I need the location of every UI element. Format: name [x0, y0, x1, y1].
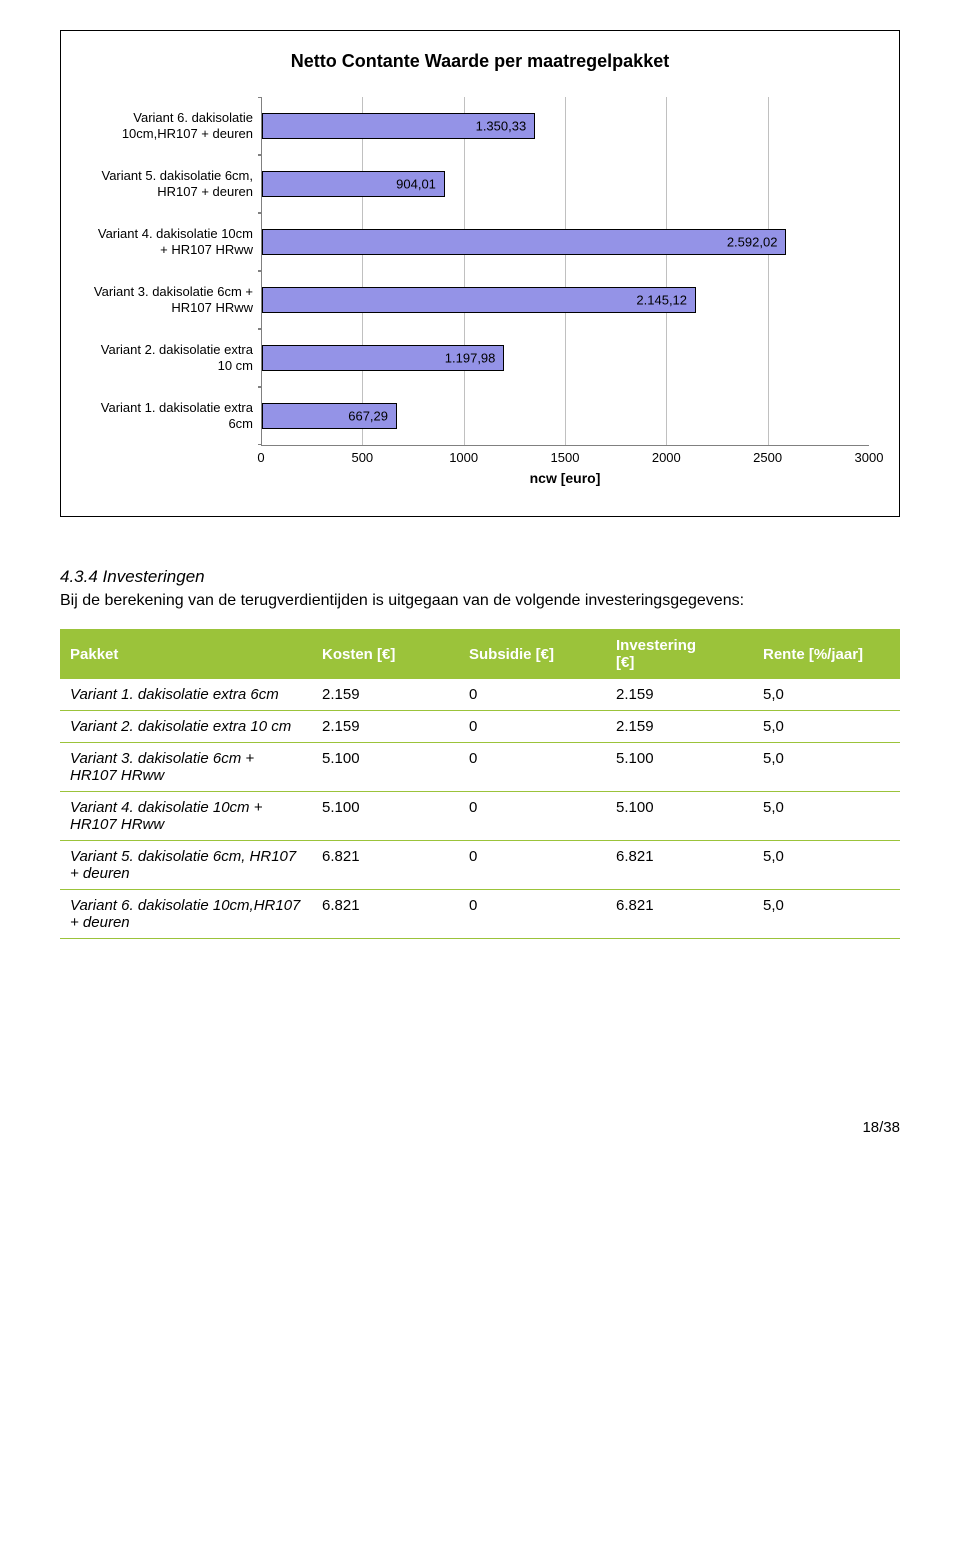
table-header-cell: Rente [%/jaar]: [753, 629, 900, 679]
chart-bar-value: 2.145,12: [636, 293, 687, 308]
chart-xtick: 0: [257, 450, 264, 465]
chart-plot: 1.350,33 904,01 2.592,02 2.145,12 1.197,98 66…: [261, 97, 869, 446]
table-cell: Variant 6. dakisolatie 10cm,HR107 + deur…: [60, 890, 312, 939]
table-row: Variant 6. dakisolatie 10cm,HR107 + deur…: [60, 890, 900, 939]
chart-ylabels: Variant 6. dakisolatie 10cm,HR107 + deur…: [91, 97, 261, 446]
chart-container: Netto Contante Waarde per maatregelpakke…: [60, 30, 900, 517]
table-header-cell: Kosten [€]: [312, 629, 459, 679]
chart-bar-value: 1.197,98: [445, 351, 496, 366]
table-cell: 5.100: [312, 743, 459, 792]
table-row: Variant 3. dakisolatie 6cm + HR107 HRww5…: [60, 743, 900, 792]
table-cell: 0: [459, 743, 606, 792]
table-cell: 0: [459, 890, 606, 939]
table-cell: 5,0: [753, 711, 900, 743]
table-row: Variant 2. dakisolatie extra 10 cm2.1590…: [60, 711, 900, 743]
table-body: Variant 1. dakisolatie extra 6cm2.15902.…: [60, 679, 900, 939]
table-cell: 0: [459, 841, 606, 890]
table-cell: Variant 5. dakisolatie 6cm, HR107 + deur…: [60, 841, 312, 890]
table-header-cell: Subsidie [€]: [459, 629, 606, 679]
chart-xlabel: ncw [euro]: [261, 470, 869, 486]
chart-bars: 1.350,33 904,01 2.592,02 2.145,12 1.197,98 66…: [262, 97, 869, 445]
table-cell: 0: [459, 711, 606, 743]
chart-category-label: Variant 6. dakisolatie 10cm,HR107 + deur…: [91, 97, 261, 155]
table-cell: 5.100: [606, 792, 753, 841]
table-cell: 2.159: [606, 679, 753, 711]
table-row: Variant 4. dakisolatie 10cm + HR107 HRww…: [60, 792, 900, 841]
chart-category-label: Variant 5. dakisolatie 6cm, HR107 + deur…: [91, 155, 261, 213]
table-cell: 0: [459, 679, 606, 711]
table-cell: 0: [459, 792, 606, 841]
chart-bar-row: 2.145,12: [262, 271, 869, 329]
chart-bar-value: 904,01: [396, 177, 436, 192]
page-number: 18/38: [60, 1119, 900, 1136]
chart-bar: 2.145,12: [262, 287, 696, 313]
table-cell: 2.159: [312, 711, 459, 743]
chart-bar-row: 2.592,02: [262, 213, 869, 271]
table-row: Variant 1. dakisolatie extra 6cm2.15902.…: [60, 679, 900, 711]
chart-xtick: 2000: [652, 450, 681, 465]
section-text: Bij de berekening van de terugverdientij…: [60, 591, 900, 611]
chart-body: Variant 6. dakisolatie 10cm,HR107 + deur…: [91, 97, 869, 446]
table-cell: 5.100: [312, 792, 459, 841]
table-cell: 5,0: [753, 743, 900, 792]
table-cell: 6.821: [312, 890, 459, 939]
chart-bar-value: 1.350,33: [476, 119, 527, 134]
table-cell: 6.821: [606, 890, 753, 939]
investments-table: PakketKosten [€]Subsidie [€]Investering[…: [60, 629, 900, 939]
table-row: Variant 5. dakisolatie 6cm, HR107 + deur…: [60, 841, 900, 890]
section-heading: 4.3.4 Investeringen: [60, 567, 900, 587]
chart-xtick: 1000: [449, 450, 478, 465]
table-cell: 2.159: [606, 711, 753, 743]
chart-xtick: 1500: [551, 450, 580, 465]
table-cell: 2.159: [312, 679, 459, 711]
table-cell: Variant 3. dakisolatie 6cm + HR107 HRww: [60, 743, 312, 792]
chart-category-label: Variant 3. dakisolatie 6cm + HR107 HRww: [91, 271, 261, 329]
chart-category-label: Variant 4. dakisolatie 10cm + HR107 HRww: [91, 213, 261, 271]
chart-title: Netto Contante Waarde per maatregelpakke…: [91, 51, 869, 72]
chart-xtick: 2500: [753, 450, 782, 465]
chart-bar: 1.350,33: [262, 113, 535, 139]
table-cell: Variant 4. dakisolatie 10cm + HR107 HRww: [60, 792, 312, 841]
table-cell: 5,0: [753, 792, 900, 841]
table-header-cell: Pakket: [60, 629, 312, 679]
table-cell: Variant 1. dakisolatie extra 6cm: [60, 679, 312, 711]
table-header-row: PakketKosten [€]Subsidie [€]Investering[…: [60, 629, 900, 679]
chart-bar: 667,29: [262, 403, 397, 429]
table-header-cell: Investering[€]: [606, 629, 753, 679]
chart-bar-row: 904,01: [262, 155, 869, 213]
chart-xtick: 3000: [855, 450, 884, 465]
chart-bar-value: 2.592,02: [727, 235, 778, 250]
table-cell: 5,0: [753, 890, 900, 939]
chart-bar-row: 1.350,33: [262, 97, 869, 155]
table-cell: 5.100: [606, 743, 753, 792]
chart-bar-row: 1.197,98: [262, 329, 869, 387]
table-cell: 5,0: [753, 679, 900, 711]
chart-bar: 2.592,02: [262, 229, 786, 255]
chart-category-label: Variant 2. dakisolatie extra 10 cm: [91, 329, 261, 387]
table-cell: 5,0: [753, 841, 900, 890]
chart-category-label: Variant 1. dakisolatie extra 6cm: [91, 387, 261, 445]
table-cell: 6.821: [606, 841, 753, 890]
chart-bar-value: 667,29: [348, 409, 388, 424]
chart-xtick: 500: [351, 450, 373, 465]
table-cell: 6.821: [312, 841, 459, 890]
table-cell: Variant 2. dakisolatie extra 10 cm: [60, 711, 312, 743]
chart-bar: 904,01: [262, 171, 445, 197]
chart-bar-row: 667,29: [262, 387, 869, 445]
chart-bar: 1.197,98: [262, 345, 504, 371]
